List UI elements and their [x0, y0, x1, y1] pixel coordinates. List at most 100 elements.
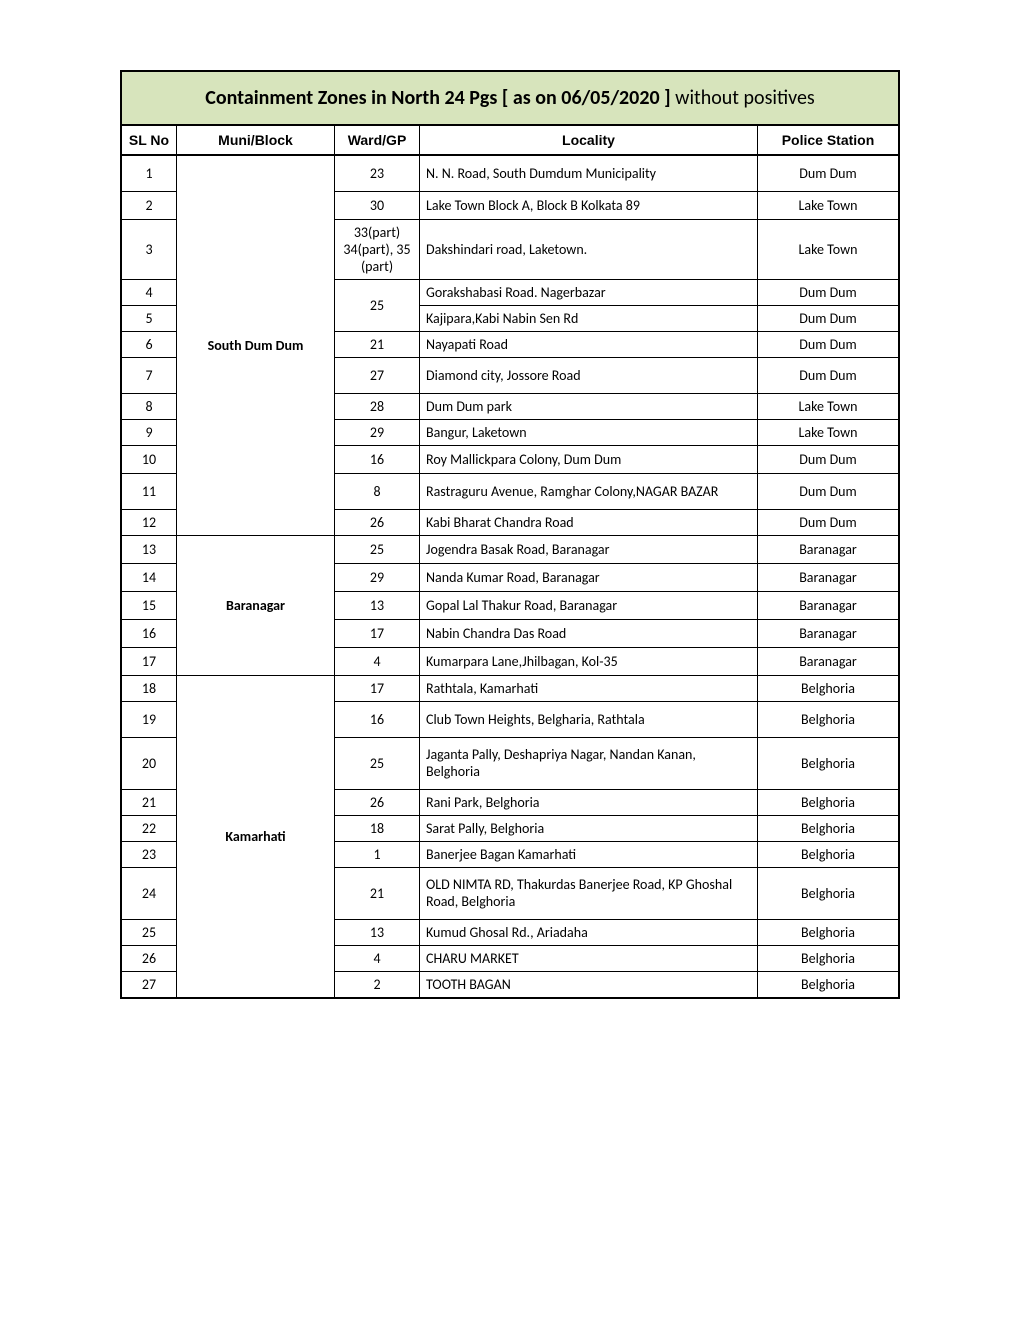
cell-locality: Nabin Chandra Das Road	[420, 619, 758, 647]
table-row: 13Baranagar25Jogendra Basak Road, Barana…	[121, 535, 899, 563]
cell-ward: 8	[335, 473, 420, 509]
cell-locality: Rathtala, Kamarhati	[420, 675, 758, 701]
table-row: 18Kamarhati17Rathtala, KamarhatiBelghori…	[121, 675, 899, 701]
cell-sl: 23	[121, 841, 177, 867]
cell-sl: 26	[121, 945, 177, 971]
cell-locality: Rastraguru Avenue, Ramghar Colony,NAGAR …	[420, 473, 758, 509]
title-row: Containment Zones in North 24 Pgs [ as o…	[121, 71, 899, 125]
cell-locality: Kumarpara Lane,Jhilbagan, Kol-35	[420, 647, 758, 675]
cell-ward: 25	[335, 279, 420, 331]
header-sl: SL No	[121, 125, 177, 155]
cell-sl: 10	[121, 445, 177, 473]
cell-sl: 18	[121, 675, 177, 701]
header-ward: Ward/GP	[335, 125, 420, 155]
cell-ward: 30	[335, 191, 420, 219]
cell-locality: Kumud Ghosal Rd., Ariadaha	[420, 919, 758, 945]
cell-ward: 18	[335, 815, 420, 841]
cell-locality: Gopal Lal Thakur Road, Baranagar	[420, 591, 758, 619]
title-normal-part: without positives	[675, 86, 815, 110]
table-body: 1South Dum Dum23N. N. Road, South Dumdum…	[121, 155, 899, 998]
cell-sl: 4	[121, 279, 177, 305]
cell-ward: 26	[335, 789, 420, 815]
cell-police-station: Lake Town	[758, 219, 900, 279]
cell-police-station: Lake Town	[758, 393, 900, 419]
cell-police-station: Belghoria	[758, 945, 900, 971]
table-title: Containment Zones in North 24 Pgs [ as o…	[121, 71, 899, 125]
cell-police-station: Belghoria	[758, 815, 900, 841]
cell-sl: 12	[121, 509, 177, 535]
cell-locality: Kabi Bharat Chandra Road	[420, 509, 758, 535]
cell-police-station: Belghoria	[758, 971, 900, 998]
cell-sl: 27	[121, 971, 177, 998]
cell-locality: Nayapati Road	[420, 331, 758, 357]
cell-ward: 13	[335, 591, 420, 619]
containment-zones-table: Containment Zones in North 24 Pgs [ as o…	[120, 70, 900, 999]
cell-sl: 16	[121, 619, 177, 647]
cell-locality: Nanda Kumar Road, Baranagar	[420, 563, 758, 591]
cell-ward: 13	[335, 919, 420, 945]
cell-ward: 16	[335, 701, 420, 737]
cell-police-station: Belghoria	[758, 737, 900, 789]
cell-ward: 33(part) 34(part), 35 (part)	[335, 219, 420, 279]
cell-locality: Banerjee Bagan Kamarhati	[420, 841, 758, 867]
cell-police-station: Belghoria	[758, 841, 900, 867]
cell-locality: Lake Town Block A, Block B Kolkata 89	[420, 191, 758, 219]
cell-sl: 17	[121, 647, 177, 675]
cell-police-station: Dum Dum	[758, 357, 900, 393]
header-police-station: Police Station	[758, 125, 900, 155]
cell-police-station: Lake Town	[758, 419, 900, 445]
cell-locality: Dum Dum park	[420, 393, 758, 419]
header-locality: Locality	[420, 125, 758, 155]
cell-ward: 23	[335, 155, 420, 191]
cell-ward: 25	[335, 737, 420, 789]
cell-locality: CHARU MARKET	[420, 945, 758, 971]
cell-ward: 21	[335, 331, 420, 357]
cell-sl: 20	[121, 737, 177, 789]
table-row: 1South Dum Dum23N. N. Road, South Dumdum…	[121, 155, 899, 191]
cell-police-station: Belghoria	[758, 701, 900, 737]
cell-locality: Jaganta Pally, Deshapriya Nagar, Nandan …	[420, 737, 758, 789]
cell-police-station: Baranagar	[758, 563, 900, 591]
cell-muni: South Dum Dum	[177, 155, 335, 535]
cell-locality: Bangur, Laketown	[420, 419, 758, 445]
cell-locality: Dakshindari road, Laketown.	[420, 219, 758, 279]
cell-locality: Gorakshabasi Road. Nagerbazar	[420, 279, 758, 305]
cell-locality: Roy Mallickpara Colony, Dum Dum	[420, 445, 758, 473]
cell-muni: Kamarhati	[177, 675, 335, 998]
cell-locality: Rani Park, Belghoria	[420, 789, 758, 815]
cell-sl: 24	[121, 867, 177, 919]
cell-locality: Club Town Heights, Belgharia, Rathtala	[420, 701, 758, 737]
cell-ward: 21	[335, 867, 420, 919]
cell-police-station: Dum Dum	[758, 155, 900, 191]
cell-police-station: Belghoria	[758, 789, 900, 815]
cell-locality: Diamond city, Jossore Road	[420, 357, 758, 393]
cell-police-station: Belghoria	[758, 675, 900, 701]
cell-ward: 1	[335, 841, 420, 867]
cell-sl: 3	[121, 219, 177, 279]
cell-locality: Kajipara,Kabi Nabin Sen Rd	[420, 305, 758, 331]
cell-ward: 4	[335, 945, 420, 971]
title-bold-part: Containment Zones in North 24 Pgs [ as o…	[205, 86, 675, 110]
cell-sl: 5	[121, 305, 177, 331]
cell-police-station: Belghoria	[758, 867, 900, 919]
cell-locality: N. N. Road, South Dumdum Municipality	[420, 155, 758, 191]
cell-police-station: Lake Town	[758, 191, 900, 219]
cell-police-station: Dum Dum	[758, 279, 900, 305]
cell-ward: 2	[335, 971, 420, 998]
cell-sl: 15	[121, 591, 177, 619]
cell-police-station: Dum Dum	[758, 305, 900, 331]
cell-police-station: Baranagar	[758, 535, 900, 563]
cell-ward: 26	[335, 509, 420, 535]
cell-ward: 25	[335, 535, 420, 563]
cell-sl: 9	[121, 419, 177, 445]
cell-sl: 7	[121, 357, 177, 393]
cell-locality: Sarat Pally, Belghoria	[420, 815, 758, 841]
cell-sl: 14	[121, 563, 177, 591]
cell-sl: 2	[121, 191, 177, 219]
cell-ward: 28	[335, 393, 420, 419]
cell-sl: 13	[121, 535, 177, 563]
header-row: SL No Muni/Block Ward/GP Locality Police…	[121, 125, 899, 155]
cell-sl: 8	[121, 393, 177, 419]
cell-police-station: Dum Dum	[758, 445, 900, 473]
cell-sl: 6	[121, 331, 177, 357]
